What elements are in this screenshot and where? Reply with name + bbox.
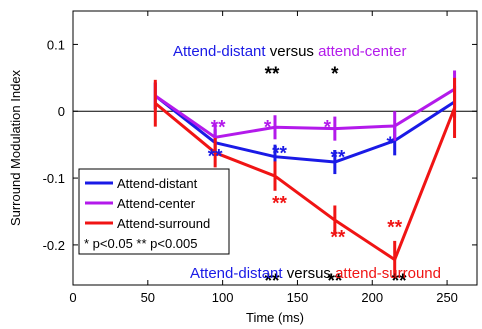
significance-star: **: [272, 143, 287, 164]
top-title-right: attend-center: [318, 43, 406, 60]
plot-frame: [72, 10, 478, 286]
series-layer: [153, 70, 457, 279]
series-line-attend-center: [154, 87, 456, 139]
y-tick-label: 0.1: [47, 37, 65, 52]
top-title-left: Attend-distant: [173, 43, 266, 60]
significance-star: **: [392, 271, 407, 292]
significance-star: **: [330, 147, 345, 168]
legend-label-attend-surround: Attend-surround: [117, 216, 210, 231]
bottom-title-mid: versus: [283, 265, 336, 282]
x-tick-label: 200: [361, 290, 383, 305]
bottom-title-left: Attend-distant: [190, 265, 283, 282]
legend-label-attend-center: Attend-center: [117, 196, 196, 211]
significance-star: **: [330, 228, 345, 249]
top-title-mid: versus: [266, 43, 319, 60]
significance-star: **: [208, 147, 223, 168]
x-tick-label: 250: [436, 290, 458, 305]
x-tick-label: 100: [212, 290, 234, 305]
legend: Attend-distant Attend-center Attend-surr…: [78, 168, 230, 255]
y-tick-label: -0.2: [43, 238, 65, 253]
x-tick-label: 0: [69, 290, 76, 305]
bottom-comparison-title: Attend-distant versus attend-surround: [190, 265, 441, 282]
x-axis-ticks: 0 50 100 150 200 250: [69, 11, 458, 305]
significance-star: *: [264, 117, 272, 138]
series-line-attend-surround: [154, 102, 456, 262]
x-tick-label: 50: [141, 290, 155, 305]
y-tick-label: -0.1: [43, 171, 65, 186]
top-comparison-title: Attend-distant versus attend-center: [173, 43, 406, 60]
significance-star: **: [265, 271, 280, 292]
x-axis-label: Time (ms): [246, 310, 304, 325]
y-axis-ticks: 0.1 0 -0.1 -0.2: [43, 37, 477, 253]
significance-star: *: [387, 134, 395, 155]
significance-star: **: [272, 193, 287, 214]
bottom-title-right: attend-surround: [335, 265, 441, 282]
y-axis-label: Surround Modulation Index: [8, 69, 23, 226]
significance-star: *: [331, 64, 339, 85]
significance-star: **: [387, 218, 402, 239]
series-line-attend-distant: [154, 94, 456, 164]
significance-star: **: [265, 64, 280, 85]
significance-star: **: [211, 117, 226, 138]
x-tick-label: 150: [287, 290, 309, 305]
significance-star: *: [324, 117, 332, 138]
legend-label-attend-distant: Attend-distant: [117, 176, 198, 191]
y-tick-label: 0: [58, 104, 65, 119]
legend-significance-note: * p<0.05 ** p<0.005: [84, 236, 198, 251]
significance-star: **: [327, 271, 342, 292]
significance-stars: ****************************: [208, 64, 407, 292]
